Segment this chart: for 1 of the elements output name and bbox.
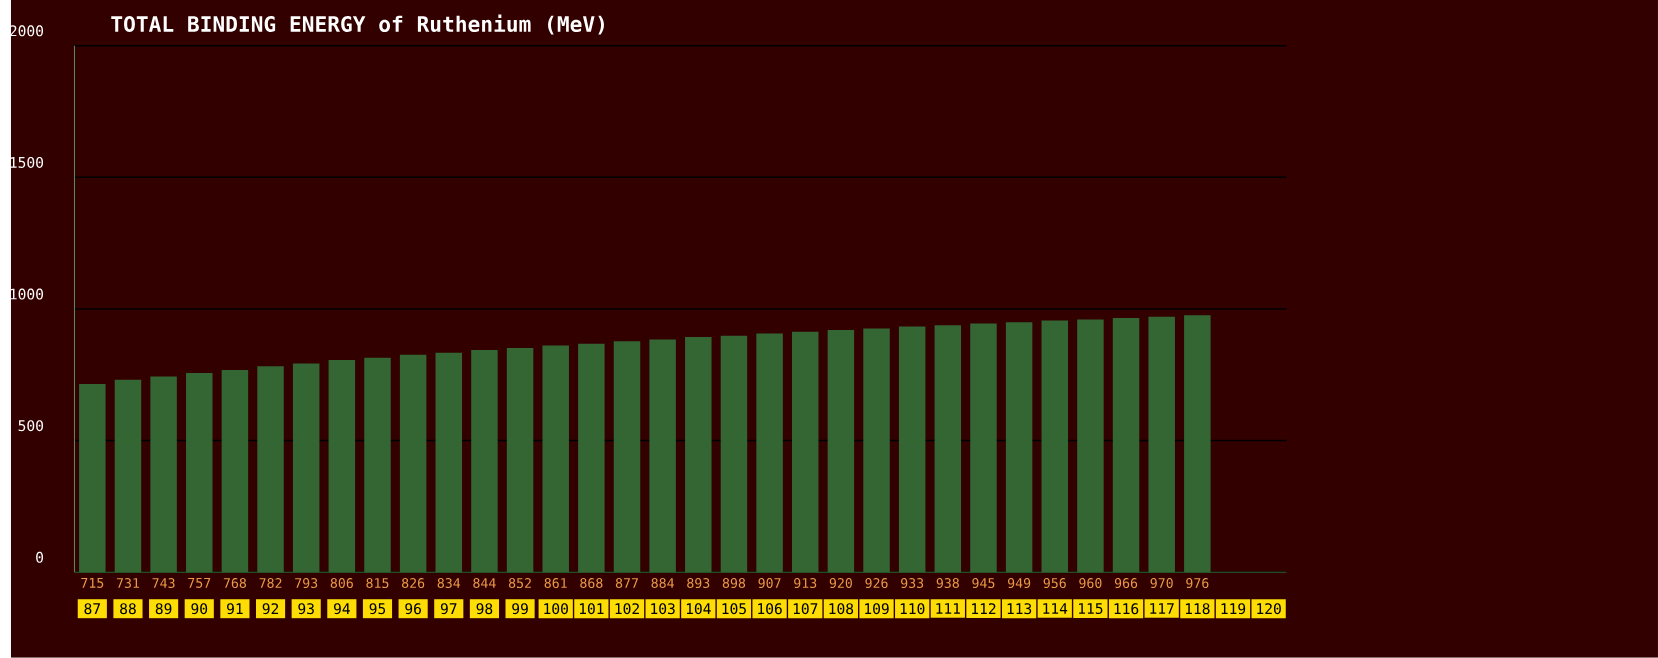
chart-title: TOTAL BINDING ENERGY of Ruthenium (MeV) [111, 14, 604, 35]
